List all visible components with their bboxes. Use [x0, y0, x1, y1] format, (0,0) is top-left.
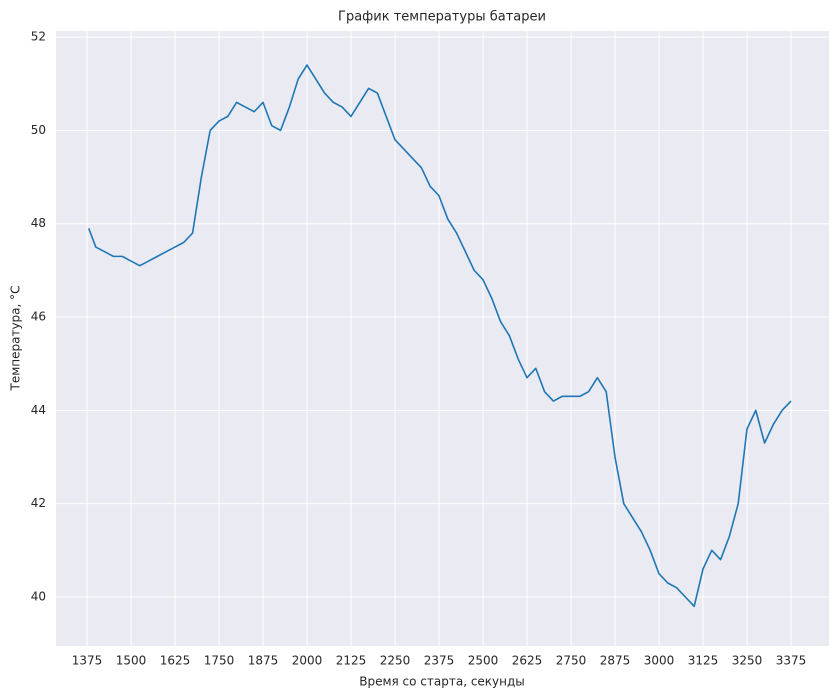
x-tick-label: 3000	[644, 654, 675, 668]
y-tick-label: 44	[31, 403, 46, 417]
y-tick-label: 48	[31, 216, 46, 230]
x-tick-label: 1375	[72, 654, 103, 668]
y-tick-label: 40	[31, 590, 46, 604]
x-tick-label: 2375	[424, 654, 455, 668]
data-line	[87, 64, 792, 608]
x-tick-label: 1625	[160, 654, 191, 668]
y-tick-label: 42	[31, 496, 46, 510]
x-tick-label: 1875	[248, 654, 279, 668]
chart-title: График температуры батареи	[338, 10, 546, 25]
x-axis-label: Время со старта, секунды	[359, 675, 525, 689]
x-tick-label: 2625	[512, 654, 543, 668]
x-tick-label: 1750	[204, 654, 235, 668]
x-tick-label: 3125	[688, 654, 719, 668]
x-tick-label: 3250	[732, 654, 763, 668]
x-tick-label: 2250	[380, 654, 411, 668]
y-tick-label: 46	[31, 310, 46, 324]
x-tick-label: 2500	[468, 654, 499, 668]
x-tick-label: 1500	[116, 654, 147, 668]
plot-area	[56, 31, 829, 646]
y-axis-label: Температура, °C	[9, 285, 23, 391]
x-tick-label: 2000	[292, 654, 323, 668]
y-tick-label: 50	[31, 123, 46, 137]
x-tick-label: 3375	[776, 654, 807, 668]
x-tick-label: 2750	[556, 654, 587, 668]
x-tick-label: 2875	[600, 654, 631, 668]
y-tick-label: 52	[31, 30, 46, 44]
x-tick-label: 2125	[336, 654, 367, 668]
